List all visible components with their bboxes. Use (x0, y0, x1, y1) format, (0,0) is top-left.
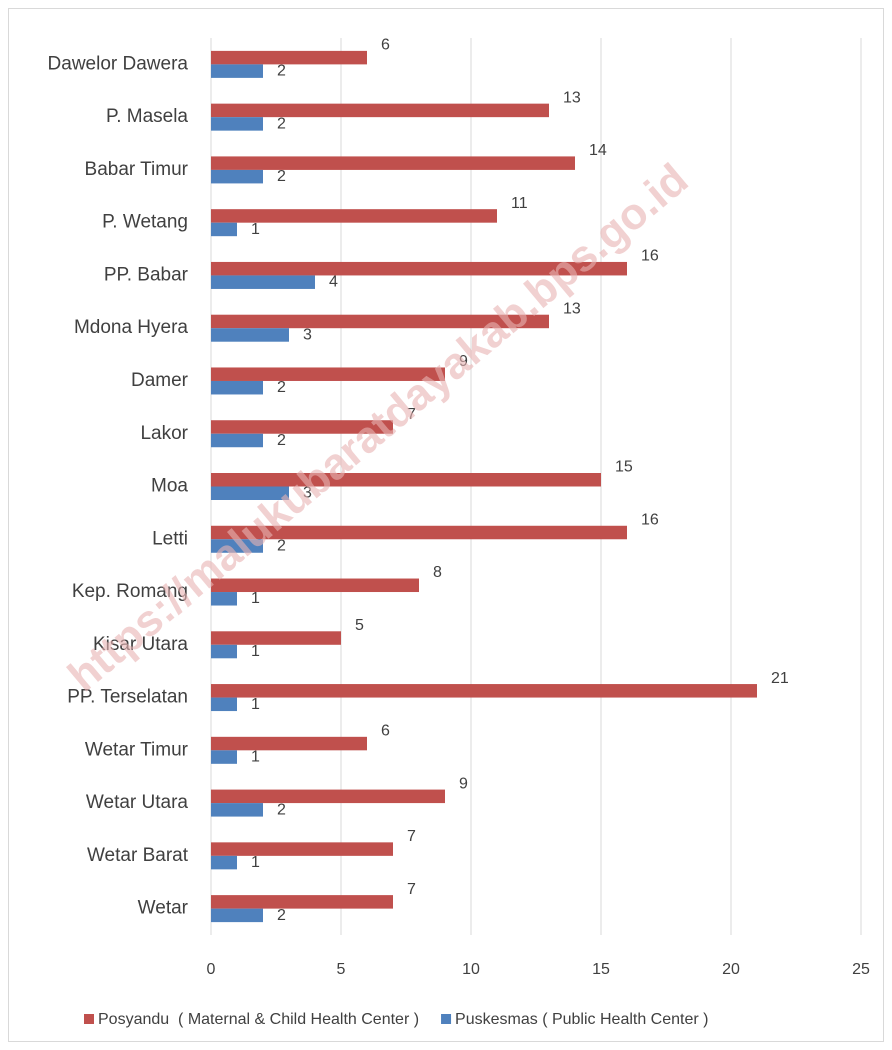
y-tick-label: P. Masela (106, 106, 188, 127)
bar (211, 578, 419, 593)
bar (211, 525, 627, 540)
bar (211, 328, 289, 342)
data-label: 6 (381, 37, 390, 54)
data-label: 11 (511, 195, 528, 212)
data-label: 2 (277, 168, 286, 185)
data-label: 7 (407, 828, 416, 845)
bar (211, 736, 367, 751)
data-label: 2 (277, 432, 286, 449)
bar (211, 842, 393, 856)
data-label: 9 (459, 353, 468, 370)
bar (211, 697, 237, 712)
y-tick-label: Wetar Barat (87, 845, 189, 866)
data-label: 15 (615, 459, 633, 476)
data-label: 21 (771, 670, 789, 687)
bar (211, 684, 757, 698)
legend-swatch (441, 1014, 452, 1024)
data-label: 14 (589, 142, 607, 159)
legend-label: Posyandu ( Maternal & Child Health Cente… (98, 1011, 419, 1028)
data-label: 1 (251, 854, 260, 871)
bar (211, 222, 237, 237)
x-tick-label: 0 (207, 961, 216, 978)
y-tick-label: Damer (131, 370, 189, 391)
data-label: 9 (459, 775, 468, 792)
bar (211, 908, 263, 923)
y-tick-label: Letti (152, 528, 188, 549)
x-tick-label: 10 (462, 961, 480, 978)
data-label: 2 (277, 537, 286, 554)
data-label: 1 (251, 749, 260, 766)
legend-label: Puskesmas ( Public Health Center ) (455, 1011, 708, 1028)
x-tick-label: 15 (592, 961, 610, 978)
data-label: 13 (563, 300, 581, 317)
y-tick-label: Mdona Hyera (74, 317, 188, 338)
bar (211, 644, 237, 659)
bar (211, 592, 237, 606)
bar (211, 314, 549, 329)
data-label: 16 (641, 511, 659, 528)
legend-swatch (84, 1014, 94, 1024)
y-tick-label: Moa (151, 476, 188, 497)
data-label: 16 (641, 248, 659, 265)
bar (211, 539, 263, 553)
bar (211, 117, 263, 131)
x-tick-label: 5 (337, 961, 346, 978)
y-tick-label: Wetar Timur (85, 739, 189, 760)
y-tick-label: Wetar Utara (86, 792, 189, 813)
data-label: 13 (563, 89, 581, 106)
bar (211, 631, 341, 645)
bar (211, 261, 627, 276)
y-tick-label: PP. Babar (104, 264, 189, 285)
y-tick-label: P. Wetang (102, 212, 188, 233)
data-label: 5 (355, 617, 364, 634)
data-label: 2 (277, 801, 286, 818)
bar (211, 275, 315, 289)
bar (211, 895, 393, 909)
data-label: 3 (303, 326, 312, 343)
bar (211, 156, 575, 170)
data-label: 7 (407, 881, 416, 898)
bar (211, 433, 263, 448)
data-label: 4 (329, 274, 338, 291)
data-label: 6 (381, 723, 390, 740)
bar (211, 486, 289, 500)
x-tick-label: 20 (722, 961, 740, 978)
y-tick-label: Kep. Romang (72, 581, 188, 602)
data-label: 2 (277, 63, 286, 80)
y-tick-label: Lakor (140, 423, 188, 444)
bar (211, 50, 367, 65)
bar (211, 803, 263, 817)
y-tick-label: Kisar Utara (93, 634, 188, 655)
y-tick-label: PP. Terselatan (67, 687, 188, 708)
data-label: 1 (251, 643, 260, 660)
data-label: 1 (251, 590, 260, 607)
chart-border (8, 8, 884, 1042)
bar (211, 64, 263, 78)
bar (211, 473, 601, 487)
data-label: 8 (433, 564, 442, 581)
data-label: 7 (407, 406, 416, 423)
bar (211, 209, 497, 223)
bar (211, 169, 263, 184)
y-tick-label: Babar Timur (85, 159, 189, 180)
data-label: 2 (277, 379, 286, 396)
data-label: 2 (277, 907, 286, 924)
bar (211, 789, 445, 804)
bar (211, 103, 549, 118)
bar (211, 420, 393, 434)
data-label: 2 (277, 115, 286, 132)
bar (211, 855, 237, 870)
y-tick-label: Wetar (138, 898, 189, 919)
bar (211, 750, 237, 764)
data-label: 1 (251, 696, 260, 713)
x-tick-label: 25 (852, 961, 870, 978)
bar (211, 367, 445, 381)
data-label: 3 (303, 485, 312, 502)
data-label: 1 (251, 221, 260, 238)
y-tick-label: Dawelor Dawera (48, 53, 189, 74)
bar (211, 380, 263, 395)
